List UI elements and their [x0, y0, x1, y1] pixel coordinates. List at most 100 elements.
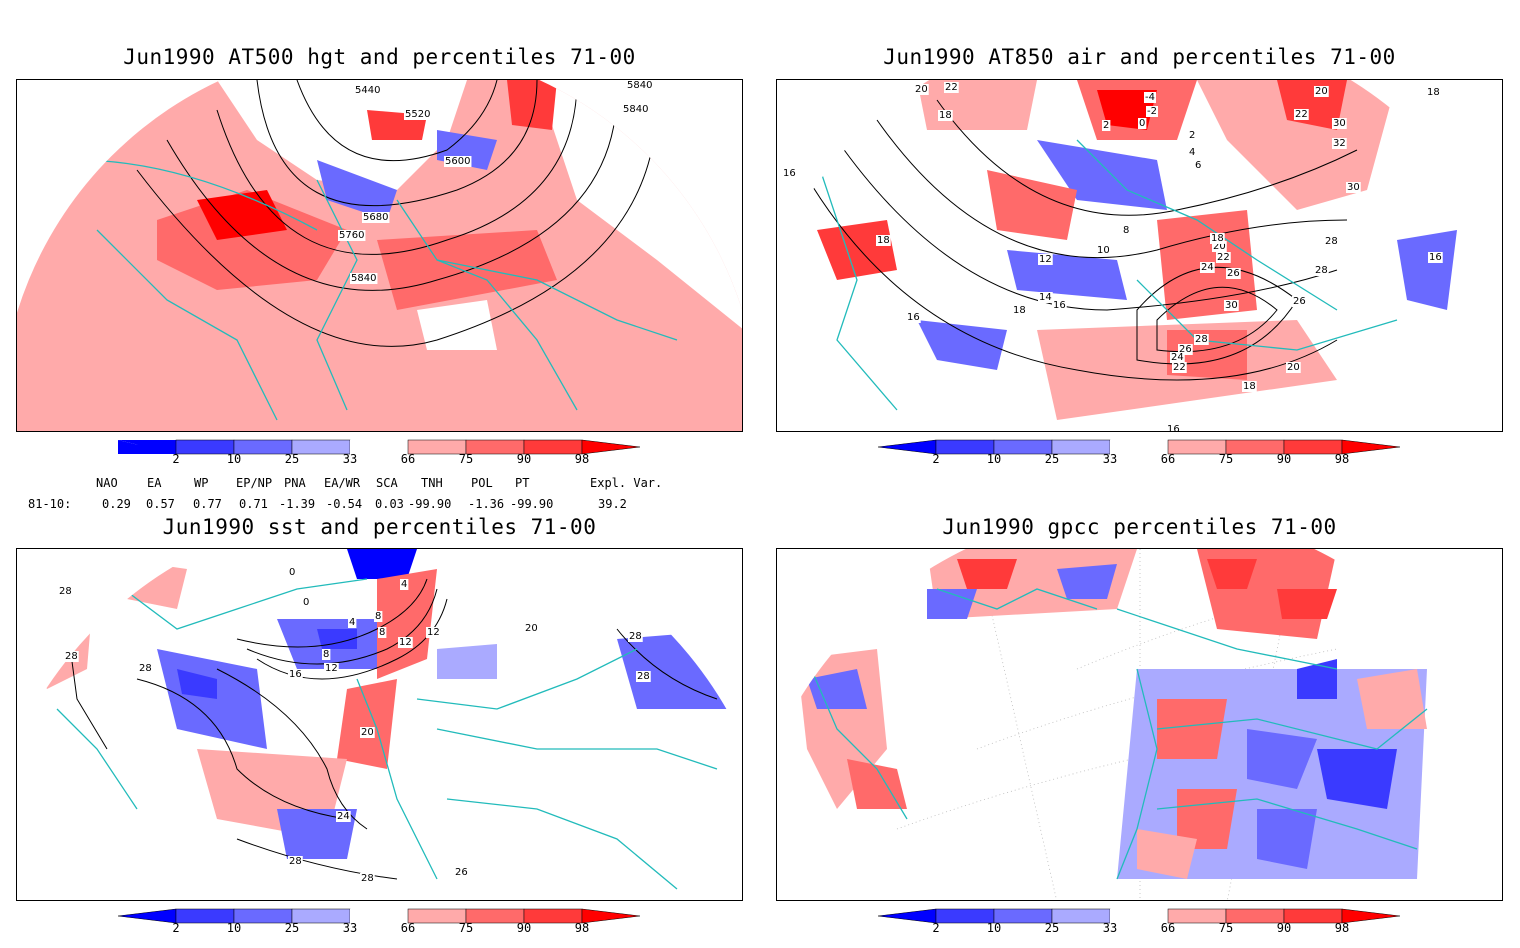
- contour-label: 5440: [355, 85, 380, 96]
- contour-label-bg: [1194, 334, 1209, 345]
- colorbar-air850: 2 10 25 33 66 75 90 98: [860, 439, 1400, 479]
- contour-label: 26: [1293, 296, 1306, 307]
- contour-label-bg: [1346, 182, 1361, 193]
- contour-label: 5840: [627, 80, 652, 91]
- contour-label: 0: [303, 597, 309, 608]
- colorbar-tick: 2: [932, 452, 940, 466]
- contour-label-bg: [626, 80, 654, 91]
- colorbar-tick: 33: [342, 921, 358, 935]
- colorbar-swatches: [877, 908, 1400, 924]
- contour-label: 24: [337, 811, 350, 822]
- contour-label: 30: [1333, 118, 1346, 129]
- contour-label-bg: [914, 84, 929, 95]
- contour-label-bg: [1052, 300, 1067, 311]
- contour-label-bg: [454, 867, 469, 878]
- contour-label-bg: [1294, 109, 1309, 120]
- contour-label-bg: [1332, 118, 1347, 129]
- contour-label: 4: [401, 579, 407, 590]
- contour-label: 16: [289, 669, 302, 680]
- map-gpcc: [777, 549, 1502, 900]
- index-header: WP: [194, 476, 209, 490]
- panel-title-hgt500: Jun1990 AT500 hgt and percentiles 71-00: [123, 45, 636, 69]
- contour-label-bg: [426, 627, 441, 638]
- colorbar-tick: 10: [226, 921, 242, 935]
- contour-label: 12: [427, 627, 440, 638]
- index-header: EA: [147, 476, 162, 490]
- index-value: -0.54: [326, 497, 363, 511]
- contour-label-bg: [1096, 245, 1111, 256]
- colorbar-tick: 66: [1160, 452, 1176, 466]
- contour-label: 24: [1171, 352, 1184, 363]
- contour-label-bg: [1212, 241, 1227, 252]
- contour-label-bg: [1178, 344, 1193, 355]
- index-value: 0.29: [102, 497, 131, 511]
- contour-label: 16: [1053, 300, 1066, 311]
- contour-label: 0: [1139, 118, 1145, 129]
- index-header: EA/WR: [324, 476, 361, 490]
- contour-label: 16: [1429, 252, 1442, 263]
- contour-label-bg: [782, 168, 797, 179]
- contour-label: 28: [361, 873, 374, 884]
- contour-label: 28: [637, 671, 650, 682]
- index-value: 0.77: [193, 497, 222, 511]
- contour-label: 26: [1227, 268, 1240, 279]
- colorbar-sst: 2 10 25 33 66 75 90 98: [100, 908, 640, 948]
- colorbar-tick: 2: [172, 921, 180, 935]
- contour-label-bg: [404, 109, 432, 120]
- contour-label: 4: [349, 617, 355, 628]
- contour-label: 30: [1225, 300, 1238, 311]
- contour-label-bg: [1012, 305, 1027, 316]
- map-air850: 20 22 18 18 16 16 18 10 8 12 14 16 24 26…: [777, 80, 1502, 431]
- colorbar-tick: 66: [1160, 921, 1176, 935]
- map-panel-sst: 28 28 20 24 28 28 28 26 0 0 4 8 12 16 8 …: [16, 548, 743, 901]
- colorbar-tick: 75: [1218, 921, 1234, 935]
- contour-label: 6: [1195, 160, 1201, 171]
- contour-label-bg: [350, 273, 378, 284]
- contour-label: 16: [783, 168, 796, 179]
- colorbar-tick: 66: [400, 921, 416, 935]
- colorbar-cell: [350, 440, 408, 454]
- contour-label-bg: [1194, 160, 1203, 171]
- contour-label-bg: [374, 611, 383, 622]
- contour-label-bg: [360, 727, 375, 738]
- colorbar-tick: 25: [1044, 452, 1060, 466]
- contour-label: -2: [1147, 106, 1157, 117]
- contour-label-bg: [338, 230, 366, 241]
- index-header: Expl. Var.: [590, 476, 663, 490]
- contour-label-bg: [348, 617, 357, 628]
- contour-label-bg: [444, 156, 472, 167]
- colorbar-swatches: [877, 439, 1400, 455]
- colorbar-tick: 98: [1334, 921, 1350, 935]
- contour-label-bg: [288, 856, 303, 867]
- index-header: TNH: [421, 476, 443, 490]
- colorbar-tick: 98: [574, 921, 590, 935]
- contour-label-bg: [64, 651, 79, 662]
- contour-label-bg: [1038, 292, 1053, 303]
- index-value: -99.90: [408, 497, 452, 511]
- contour-label: 8: [379, 627, 385, 638]
- contour-label-bg: [524, 623, 539, 634]
- contour-label: 18: [1427, 87, 1440, 98]
- contour-label: 22: [1173, 362, 1186, 373]
- contour-label: 8: [1123, 225, 1129, 236]
- contour-label: 20: [525, 623, 538, 634]
- colorbar-tick: 98: [574, 452, 590, 466]
- contour-label-bg: [324, 663, 339, 674]
- colorbar-tick: 90: [1276, 921, 1292, 935]
- colorbar-tick: 75: [458, 921, 474, 935]
- colorbar-tick: 25: [284, 921, 300, 935]
- contour-label: 20: [361, 727, 374, 738]
- contour-label: 5840: [351, 273, 376, 284]
- contour-label-bg: [1426, 87, 1441, 98]
- contour-label-bg: [1188, 130, 1197, 141]
- index-row-label: 81-10:: [28, 497, 72, 511]
- map-panel-air850: 20 22 18 18 16 16 18 10 8 12 14 16 24 26…: [776, 79, 1503, 432]
- contour-label-bg: [622, 104, 650, 115]
- colorbar-arrow-high: [1341, 908, 1400, 924]
- contour-label: 32: [1333, 138, 1346, 149]
- contour-label: 24: [1201, 262, 1214, 273]
- colorbar-cell: [350, 909, 408, 923]
- colorbar-tick: 33: [342, 452, 358, 466]
- contour-label: 22: [945, 82, 958, 93]
- contour-label-bg: [938, 110, 953, 121]
